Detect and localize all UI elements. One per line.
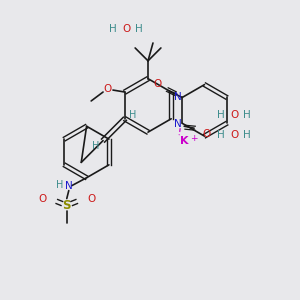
Text: N: N [174, 92, 182, 101]
Text: H: H [243, 130, 251, 140]
Text: +: + [190, 134, 198, 142]
Text: H: H [218, 110, 225, 120]
Text: O: O [203, 129, 211, 139]
Text: O: O [230, 110, 238, 120]
Text: H: H [135, 24, 143, 34]
Text: H: H [129, 110, 136, 120]
Text: O: O [38, 194, 46, 203]
Text: H: H [218, 130, 225, 140]
Text: O: O [153, 79, 161, 88]
Text: N: N [174, 119, 182, 129]
Text: H: H [110, 24, 117, 34]
Text: O: O [122, 24, 130, 34]
Text: H: H [92, 140, 100, 151]
Text: O: O [230, 130, 238, 140]
Text: N: N [65, 181, 73, 191]
Text: K: K [180, 136, 188, 146]
Text: S: S [62, 199, 71, 212]
Text: O: O [87, 194, 96, 203]
Text: H: H [243, 110, 251, 120]
Text: O: O [103, 84, 111, 94]
Text: H: H [56, 180, 64, 190]
